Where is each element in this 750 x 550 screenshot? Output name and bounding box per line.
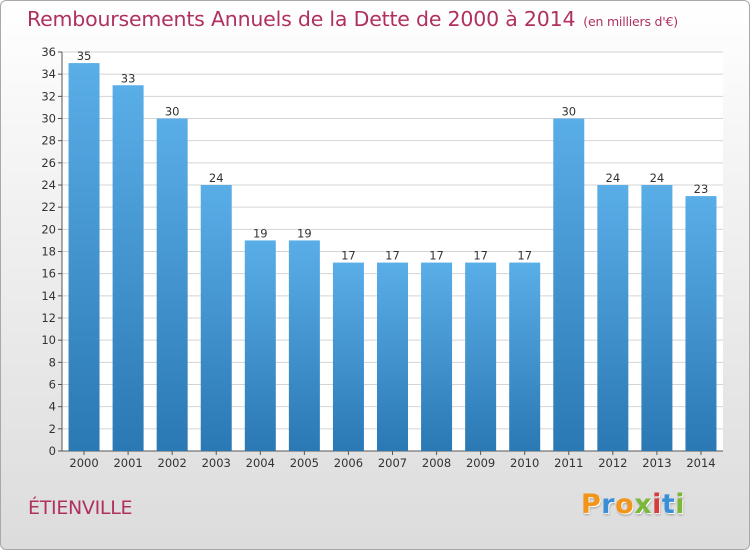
x-tick-label: 2008	[422, 456, 451, 470]
x-tick-label: 2011	[554, 456, 583, 470]
bar	[156, 118, 188, 451]
bar	[244, 240, 276, 451]
x-tick-label: 2004	[246, 456, 275, 470]
brand-letter: i	[652, 489, 662, 520]
bar-value-label: 24	[606, 171, 621, 185]
bar-value-label: 30	[165, 105, 180, 119]
x-tick-label: 2007	[378, 456, 407, 470]
brand-letter: t	[661, 489, 676, 520]
y-tick-label: 20	[41, 222, 56, 236]
brand-letter: i	[675, 489, 686, 520]
bar	[641, 185, 673, 451]
x-tick-label: 2010	[510, 456, 539, 470]
x-tick-label: 2002	[158, 456, 187, 470]
bar-value-label: 17	[473, 249, 488, 263]
y-tick-label: 6	[49, 378, 56, 392]
bar-value-label: 30	[561, 105, 576, 119]
y-tick-label: 12	[41, 311, 56, 325]
brand-logo: Proxiti	[581, 489, 685, 520]
bar	[68, 63, 100, 451]
brand-letter: o	[615, 489, 635, 520]
x-tick-label: 2014	[686, 456, 715, 470]
y-tick-label: 30	[41, 112, 56, 126]
bar-value-label: 24	[209, 171, 224, 185]
bar-value-label: 19	[253, 226, 268, 240]
bar-value-label: 33	[121, 71, 136, 85]
bar	[288, 240, 320, 451]
bar	[685, 196, 717, 451]
x-tick-label: 2012	[598, 456, 627, 470]
bar-value-label: 17	[517, 249, 532, 263]
bar-value-label: 19	[297, 226, 312, 240]
bar-value-label: 17	[341, 249, 356, 263]
bar	[509, 262, 541, 451]
y-tick-label: 8	[49, 355, 56, 369]
x-tick-label: 2005	[290, 456, 319, 470]
y-tick-label: 16	[41, 267, 56, 281]
y-tick-label: 32	[41, 89, 56, 103]
chart-title-text: Remboursements Annuels de la Dette de 20…	[27, 7, 576, 31]
y-tick-label: 34	[41, 67, 56, 81]
brand-letter: x	[634, 489, 653, 520]
bar	[553, 118, 585, 451]
y-tick-label: 24	[41, 178, 56, 192]
chart-title: Remboursements Annuels de la Dette de 20…	[27, 7, 678, 31]
y-tick-label: 36	[41, 45, 56, 59]
y-tick-label: 14	[41, 289, 56, 303]
location-label: ÉTIENVILLE	[28, 497, 133, 519]
bar	[332, 262, 364, 451]
y-tick-label: 26	[41, 156, 56, 170]
x-tick-label: 2000	[69, 456, 98, 470]
brand-letter: r	[601, 489, 616, 520]
y-tick-label: 22	[41, 200, 56, 214]
y-tick-label: 28	[41, 134, 56, 148]
bar	[377, 262, 408, 451]
y-tick-label: 18	[41, 245, 56, 259]
x-tick-label: 2001	[113, 456, 142, 470]
bar-value-label: 17	[385, 249, 400, 263]
y-tick-label: 0	[49, 444, 56, 458]
x-tick-label: 2013	[642, 456, 671, 470]
bar-value-label: 24	[650, 171, 665, 185]
bar-value-label: 35	[77, 49, 92, 63]
bar-value-label: 23	[694, 182, 709, 196]
bar	[421, 262, 453, 451]
bar	[597, 185, 629, 451]
bar	[200, 185, 232, 451]
bar	[112, 85, 144, 451]
chart-subtitle: (en milliers d'€)	[583, 14, 678, 29]
y-tick-label: 10	[41, 333, 56, 347]
x-tick-label: 2006	[334, 456, 363, 470]
bar-value-label: 17	[429, 249, 444, 263]
brand-letter: P	[581, 489, 602, 520]
y-tick-label: 2	[49, 422, 56, 436]
x-tick-label: 2003	[202, 456, 231, 470]
y-tick-label: 4	[49, 400, 56, 414]
x-tick-label: 2009	[466, 456, 495, 470]
bar	[465, 262, 497, 451]
